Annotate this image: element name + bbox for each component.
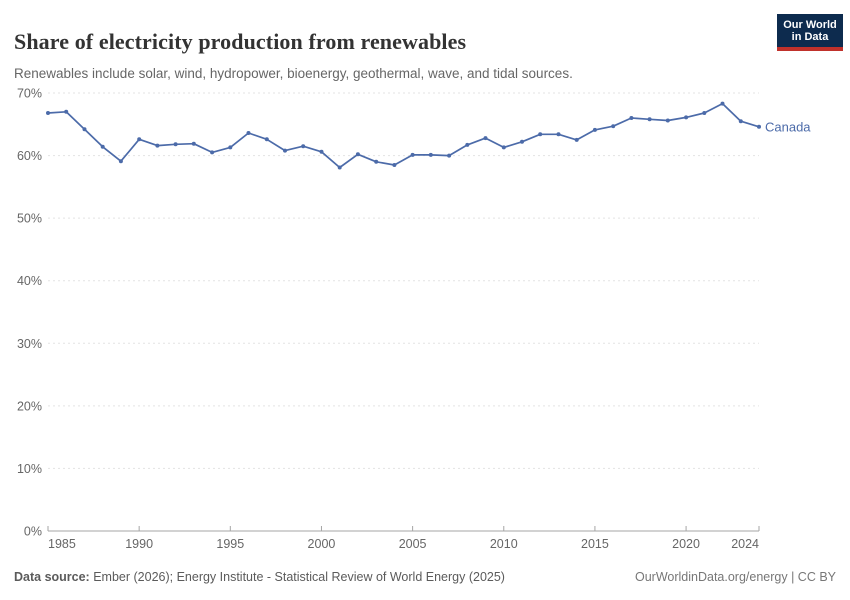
y-axis-tick-label: 70%	[17, 87, 42, 101]
data-point[interactable]	[720, 101, 725, 106]
data-point[interactable]	[191, 141, 196, 146]
chart-footer: Data source: Ember (2026); Energy Instit…	[14, 570, 836, 584]
data-point[interactable]	[283, 148, 287, 153]
data-point[interactable]	[210, 150, 215, 155]
data-point[interactable]	[447, 153, 452, 158]
data-point[interactable]	[702, 111, 707, 115]
data-point[interactable]	[100, 144, 105, 149]
x-axis-tick-label: 1990	[125, 537, 153, 551]
data-point[interactable]	[319, 149, 324, 154]
data-point[interactable]	[82, 127, 87, 132]
y-axis-tick-label: 50%	[17, 212, 42, 226]
y-axis-tick-label: 0%	[24, 525, 42, 539]
data-point[interactable]	[410, 152, 415, 157]
data-point[interactable]	[465, 142, 470, 147]
owid-logo-line1: Our World	[783, 18, 837, 31]
y-axis-tick-label: 60%	[17, 149, 42, 163]
owid-logo-line2: in Data	[791, 30, 829, 43]
data-point[interactable]	[355, 152, 360, 157]
data-source-label: Data source:	[14, 570, 90, 584]
data-point[interactable]	[264, 137, 269, 142]
license-link[interactable]: OurWorldinData.org/energy | CC BY	[634, 570, 836, 584]
x-axis-tick-label: 2020	[672, 537, 700, 551]
series-line-canada[interactable]	[47, 102, 760, 169]
data-source-text: Ember (2026); Energy Institute - Statist…	[89, 570, 505, 584]
data-point[interactable]	[118, 159, 123, 164]
data-point[interactable]	[173, 142, 178, 147]
chart-subtitle: Renewables include solar, wind, hydropow…	[14, 65, 573, 81]
data-source: Data source: Ember (2026); Energy Instit…	[14, 570, 505, 584]
x-axis-tick-label: 2015	[581, 537, 609, 551]
x-axis-tick-label: 2024	[731, 537, 759, 551]
data-point[interactable]	[757, 124, 761, 129]
data-point[interactable]	[64, 109, 69, 114]
chart-title: Share of electricity production from ren…	[14, 28, 467, 54]
y-axis-tick-label: 30%	[17, 337, 42, 351]
data-point[interactable]	[592, 127, 597, 132]
data-point[interactable]	[428, 152, 433, 157]
x-axis-tick-label: 1985	[48, 537, 76, 551]
data-point[interactable]	[556, 132, 561, 137]
data-point[interactable]	[483, 136, 488, 141]
x-axis-tick-label: 1995	[216, 537, 244, 551]
x-axis-tick-label: 2010	[490, 537, 518, 551]
data-point[interactable]	[629, 116, 634, 120]
x-axis-tick-label: 2000	[308, 537, 336, 551]
data-point[interactable]	[228, 145, 233, 150]
data-point[interactable]	[574, 137, 579, 142]
data-point[interactable]	[301, 144, 306, 149]
data-point[interactable]	[137, 137, 142, 142]
x-axis-tick-label: 2005	[399, 537, 427, 551]
data-point[interactable]	[392, 163, 397, 167]
data-point[interactable]	[665, 118, 670, 123]
data-point[interactable]	[374, 159, 379, 164]
data-point[interactable]	[501, 145, 506, 150]
data-point[interactable]	[647, 117, 652, 122]
entity-label-canada[interactable]: Canada	[765, 119, 811, 134]
y-axis-tick-label: 10%	[17, 462, 42, 476]
y-axis-tick-label: 20%	[17, 399, 42, 413]
data-point[interactable]	[611, 124, 616, 129]
y-axis-tick-label: 40%	[17, 274, 42, 288]
data-point[interactable]	[738, 119, 743, 124]
data-point[interactable]	[155, 143, 160, 148]
data-point[interactable]	[538, 132, 543, 137]
data-point[interactable]	[246, 131, 251, 135]
data-point[interactable]	[46, 111, 50, 115]
data-point[interactable]	[684, 115, 689, 120]
owid-logo[interactable]: Our World in Data	[777, 14, 843, 51]
data-point[interactable]	[337, 165, 342, 170]
data-point[interactable]	[520, 139, 524, 144]
